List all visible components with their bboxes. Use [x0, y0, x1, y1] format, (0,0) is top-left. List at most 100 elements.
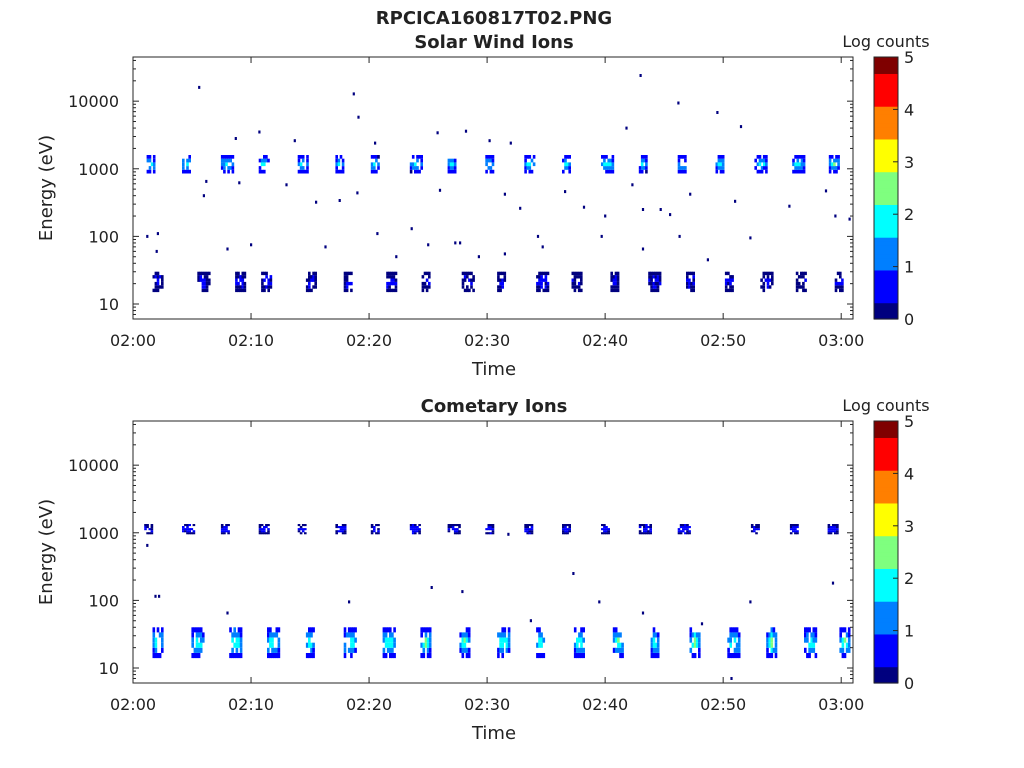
heatmap-cell — [792, 162, 795, 167]
ion-burst-low-energy — [760, 271, 774, 293]
heatmap-cell — [544, 275, 548, 279]
heatmap-cell — [386, 288, 389, 293]
colorbar-segment — [874, 171, 898, 177]
heatmap-cell — [640, 166, 644, 170]
heatmap-cell — [503, 632, 507, 638]
heatmap-cell — [530, 530, 534, 533]
heatmap-cell — [449, 162, 453, 167]
heatmap-cell — [845, 632, 849, 638]
colorbar-segment — [874, 482, 898, 488]
colorbar-segment — [874, 192, 898, 197]
count-pixel — [824, 189, 828, 193]
heatmap-cell — [422, 647, 426, 653]
heatmap-cell — [314, 285, 317, 289]
count-pixel — [604, 214, 607, 218]
heatmap-cell — [341, 524, 345, 527]
heatmap-cell — [263, 278, 266, 282]
heatmap-cell — [766, 632, 769, 638]
colorbar-segment — [874, 310, 898, 316]
heatmap-cell — [562, 532, 565, 535]
heatmap-cell — [800, 285, 803, 289]
heatmap-cell — [186, 166, 189, 170]
heatmap-cell — [208, 281, 211, 286]
y-tick-label: 1000 — [78, 160, 119, 179]
heatmap-cell — [265, 155, 268, 159]
heatmap-cell — [190, 528, 194, 531]
colorbar-segment — [874, 605, 898, 610]
count-pixel — [659, 208, 662, 211]
ion-burst-high-energy — [258, 155, 270, 174]
colorbar-segment — [874, 294, 898, 300]
heatmap-cell — [148, 158, 152, 163]
heatmap-cell — [197, 653, 201, 659]
heatmap-cell — [335, 526, 338, 529]
heatmap-cell — [568, 524, 571, 527]
heatmap-cell — [188, 524, 191, 527]
heatmap-cell — [795, 285, 799, 289]
heatmap-cell — [485, 162, 488, 167]
colorbar-segment — [874, 678, 898, 684]
heatmap-cell — [834, 278, 838, 282]
heatmap-cell — [350, 627, 353, 633]
heatmap-cell — [453, 166, 457, 170]
solar-wind-ylabel: Energy (eV) — [36, 135, 57, 241]
colorbar-segment — [874, 588, 898, 594]
heatmap-cell — [382, 627, 386, 633]
heatmap-cell — [156, 288, 160, 293]
colorbar-segment — [874, 97, 898, 103]
heatmap-cell — [717, 166, 721, 170]
heatmap-cell — [576, 637, 579, 643]
heatmap-cell — [428, 285, 431, 289]
heatmap-cell — [451, 166, 455, 170]
ion-burst-high-energy — [144, 524, 154, 535]
heatmap-cell — [540, 285, 543, 289]
heatmap-cell — [203, 275, 207, 279]
heatmap-cell — [605, 526, 608, 529]
heatmap-cell — [148, 528, 152, 531]
heatmap-cell — [721, 162, 725, 167]
heatmap-cell — [370, 162, 374, 167]
heatmap-cell — [243, 275, 247, 279]
heatmap-cell — [750, 526, 754, 529]
heatmap-cell — [312, 627, 315, 633]
heatmap-cell — [576, 647, 579, 653]
heatmap-cell — [650, 281, 653, 286]
heatmap-cell — [505, 637, 509, 643]
heatmap-cell — [197, 271, 200, 276]
heatmap-cell — [677, 166, 681, 170]
heatmap-cell — [470, 271, 473, 276]
heatmap-cell — [542, 637, 546, 643]
heatmap-cell — [485, 169, 488, 174]
heatmap-cell — [814, 632, 818, 638]
heatmap-cell — [794, 166, 797, 170]
heatmap-cell — [737, 647, 741, 653]
heatmap-cell — [497, 288, 500, 293]
ion-burst-low-energy — [305, 627, 315, 659]
heatmap-cell — [611, 166, 615, 170]
heatmap-cell — [202, 637, 205, 643]
heatmap-cell — [652, 281, 656, 286]
heatmap-cell — [223, 162, 226, 167]
y-tick-label: 1000 — [78, 524, 119, 543]
x-tick-label: 02:20 — [346, 331, 392, 350]
heatmap-cell — [237, 632, 241, 638]
heatmap-cell — [528, 532, 532, 535]
heatmap-cell — [428, 647, 432, 653]
heatmap-cell — [420, 166, 423, 170]
heatmap-cell — [373, 526, 376, 529]
colorbar-segment — [874, 633, 898, 639]
heatmap-cell — [808, 647, 811, 653]
count-pixel — [677, 101, 680, 105]
heatmap-cell — [835, 169, 838, 174]
heatmap-cell — [312, 275, 315, 279]
heatmap-cell — [335, 166, 338, 170]
heatmap-cell — [428, 627, 432, 633]
heatmap-cell — [524, 530, 527, 533]
heatmap-cell — [261, 288, 264, 293]
heatmap-cell — [223, 528, 226, 531]
heatmap-cell — [762, 162, 766, 167]
heatmap-cell — [391, 653, 394, 659]
heatmap-cell — [308, 637, 311, 643]
heatmap-cell — [562, 530, 565, 533]
heatmap-cell — [573, 627, 577, 633]
